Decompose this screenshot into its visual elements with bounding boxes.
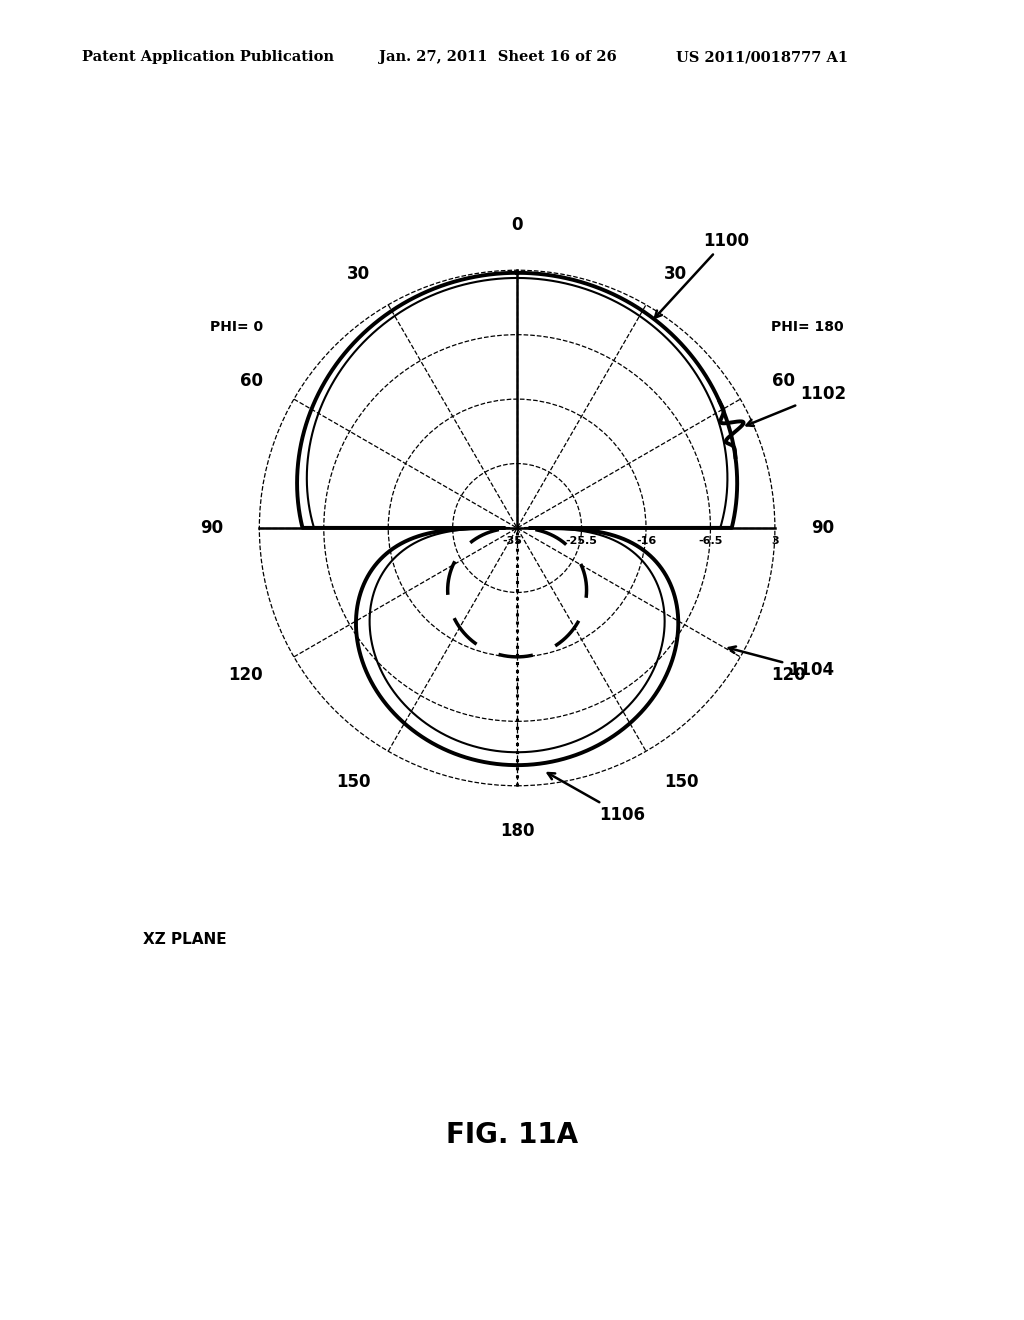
Text: 120: 120 (772, 665, 806, 684)
Text: 1104: 1104 (729, 647, 834, 678)
Text: 3: 3 (771, 536, 778, 545)
Text: 30: 30 (664, 264, 687, 282)
Text: -25.5: -25.5 (565, 536, 597, 545)
Text: 120: 120 (228, 665, 262, 684)
Text: 150: 150 (336, 774, 371, 792)
Text: 0: 0 (511, 216, 523, 234)
Text: FIG. 11A: FIG. 11A (445, 1121, 579, 1150)
Text: PHI= 180: PHI= 180 (771, 319, 844, 334)
Text: 180: 180 (500, 822, 535, 840)
Text: 90: 90 (811, 519, 835, 537)
Text: 1106: 1106 (548, 774, 645, 825)
Text: -16: -16 (636, 536, 656, 545)
Text: Patent Application Publication: Patent Application Publication (82, 50, 334, 65)
Text: 30: 30 (347, 264, 371, 282)
Text: 60: 60 (240, 372, 262, 391)
Text: US 2011/0018777 A1: US 2011/0018777 A1 (676, 50, 848, 65)
Text: -6.5: -6.5 (698, 536, 723, 545)
Text: 90: 90 (200, 519, 223, 537)
Text: 60: 60 (772, 372, 795, 391)
Text: XZ PLANE: XZ PLANE (143, 932, 227, 946)
Text: 1100: 1100 (655, 231, 749, 318)
Text: 150: 150 (664, 774, 698, 792)
Text: 1102: 1102 (746, 385, 847, 426)
Text: -35: -35 (502, 536, 522, 545)
Text: Jan. 27, 2011  Sheet 16 of 26: Jan. 27, 2011 Sheet 16 of 26 (379, 50, 616, 65)
Text: PHI= 0: PHI= 0 (210, 319, 263, 334)
